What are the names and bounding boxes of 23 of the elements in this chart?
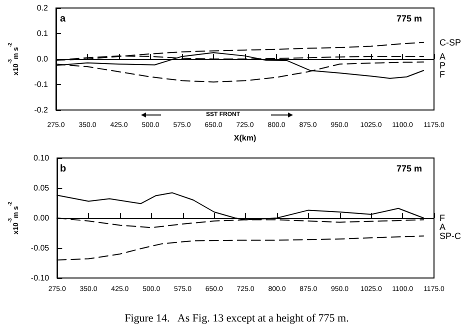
- y-tick-label: 0.05: [34, 184, 50, 192]
- y-tick-label: -0.05: [30, 244, 50, 252]
- annotation: 775 m: [396, 14, 422, 24]
- caption: Figure 14. As Fig. 13 except at a height of 775 m.: [124, 312, 350, 324]
- annotation: 775 m: [396, 164, 422, 174]
- series-label: P: [440, 60, 446, 70]
- y-tick-label: 0.00: [34, 214, 50, 222]
- legend-label: F: [440, 69, 446, 80]
- x-axis-title: X(km): [234, 134, 256, 142]
- annotation: b: [60, 164, 66, 174]
- annotation: a: [60, 14, 66, 24]
- series-label: C-SP: [440, 37, 462, 48]
- y-tick-label: -0.1: [34, 80, 49, 89]
- series-label: A: [440, 51, 446, 62]
- y-tick-label: 0.10: [34, 154, 50, 162]
- legend-label: F: [440, 213, 446, 223]
- y-tick-label: 0.2: [36, 4, 49, 12]
- y-tick-label: 0.0: [36, 54, 49, 64]
- series-label: SP-C: [440, 231, 462, 241]
- y-tick-label: -0.2: [34, 106, 49, 114]
- y-tick-label: 0.1: [36, 29, 49, 38]
- y-tick-label: -0.10: [30, 274, 50, 282]
- series-label: A: [440, 222, 446, 232]
